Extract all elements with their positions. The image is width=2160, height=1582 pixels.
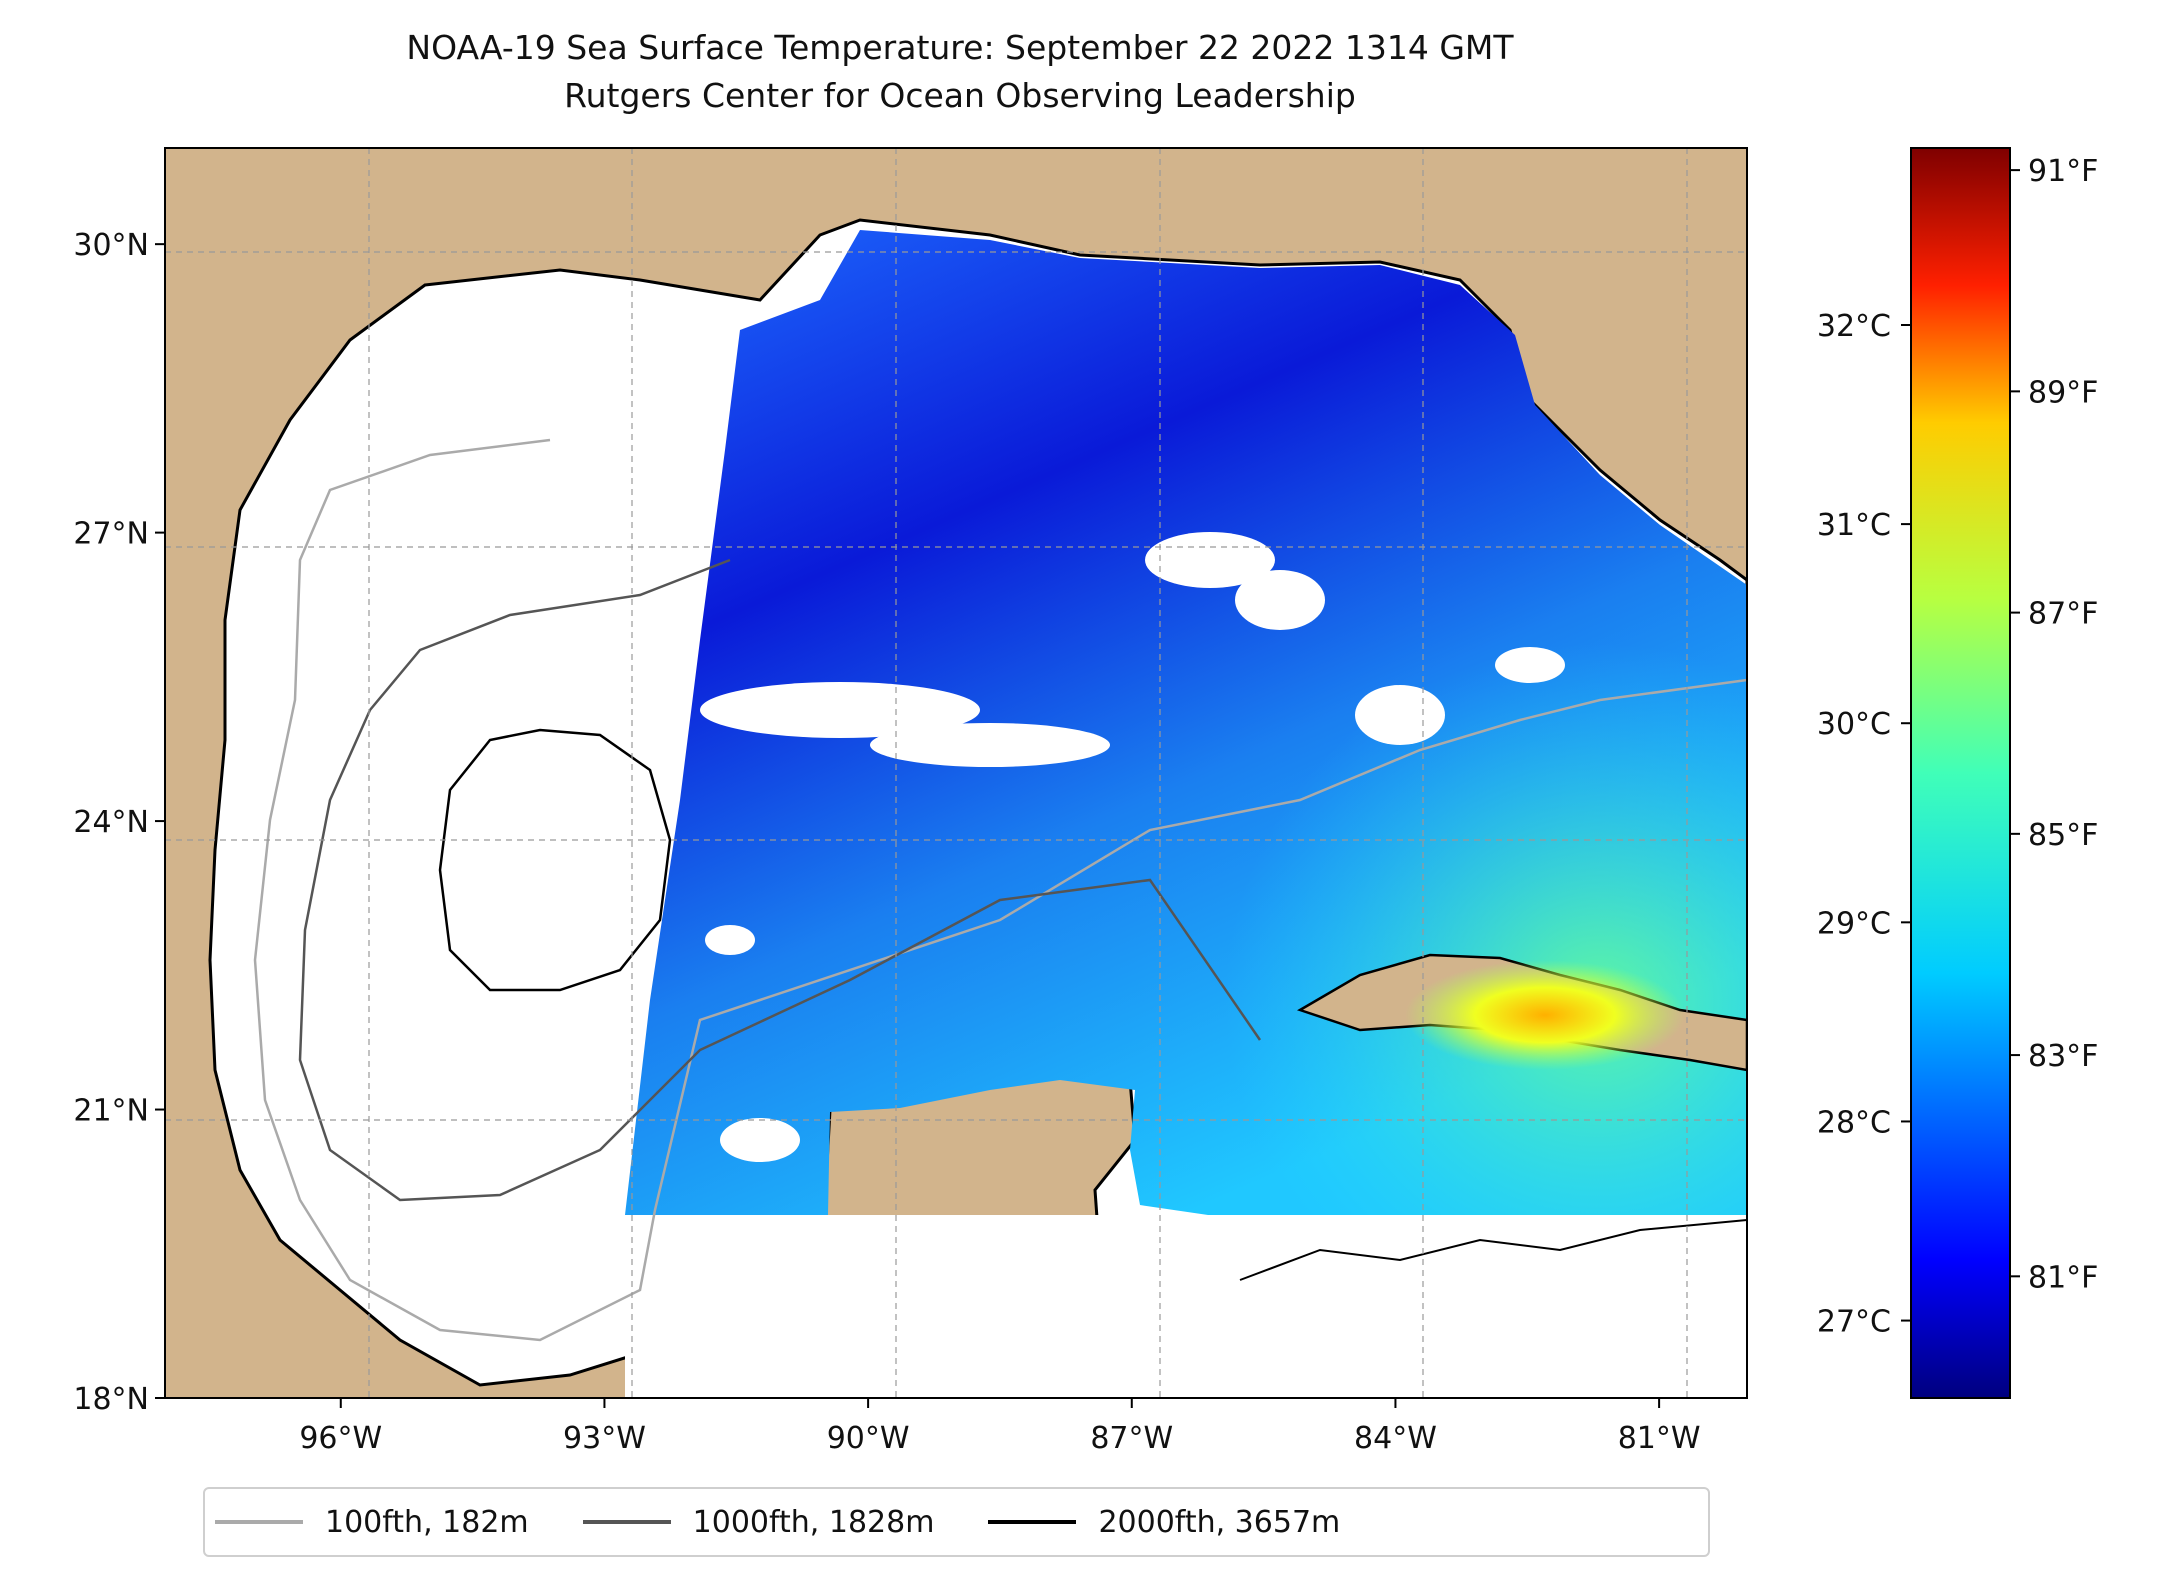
caribbean-no-data <box>1208 1215 1747 1398</box>
colorbar <box>1910 147 2011 1399</box>
lat-axis-ticks: 18°N 21°N 24°N 27°N 30°N <box>73 228 165 1417</box>
colorbar-f-tick-label: 91°F <box>2028 154 2098 189</box>
legend-label: 2000fth, 3657m <box>1098 1504 1341 1540</box>
legend-line-swatch <box>215 1520 303 1524</box>
map-frame <box>164 147 1748 1399</box>
isobath-legend: 100fth, 182m 1000fth, 1828m 2000fth, 3657m <box>203 1487 1710 1557</box>
lat-tick-label: 27°N <box>73 517 149 552</box>
cloud-masks <box>700 532 1565 1162</box>
colorbar-c-ticks: 27°C 28°C 29°C 30°C 31°C 32°C <box>1817 309 1911 1340</box>
legend-item: 1000fth, 1828m <box>582 1504 935 1540</box>
southern-no-data <box>625 1215 1210 1398</box>
lon-tick-label: 90°W <box>827 1421 910 1456</box>
lon-tick-label: 96°W <box>299 1421 382 1456</box>
legend-label: 100fth, 182m <box>325 1504 529 1540</box>
map-subtitle: Rutgers Center for Ocean Observing Leade… <box>564 76 1356 115</box>
colorbar-c-tick-label: 28°C <box>1817 1105 1891 1140</box>
legend-item: 2000fth, 3657m <box>988 1505 1340 1540</box>
colorbar-c-tick-label: 30°C <box>1817 707 1891 742</box>
lon-tick-label: 93°W <box>563 1421 646 1456</box>
lat-tick-label: 30°N <box>73 228 149 263</box>
colorbar-c-tick-label: 29°C <box>1817 906 1891 941</box>
colorbar-f-tick-label: 83°F <box>2028 1039 2098 1074</box>
colorbar-c-tick-label: 31°C <box>1817 508 1891 543</box>
isobath-caribbean <box>1239 1219 1747 1281</box>
legend-label: 1000fth, 1828m <box>692 1504 935 1540</box>
warm-water-hotspot <box>1405 960 1685 1070</box>
lon-tick-label: 81°W <box>1618 1421 1701 1456</box>
lat-tick-label: 18°N <box>73 1382 149 1417</box>
colorbar-f-tick-label: 85°F <box>2028 818 2098 853</box>
map-title: NOAA-19 Sea Surface Temperature: Septemb… <box>406 28 1514 67</box>
colorbar-c-tick-label: 27°C <box>1817 1305 1891 1340</box>
lon-axis-ticks: 96°W 93°W 90°W 87°W 84°W 81°W <box>299 1398 1701 1456</box>
isobath-2000fth <box>438 728 672 992</box>
isobath-1000fth <box>298 558 1262 1202</box>
lat-tick-label: 21°N <box>73 1094 149 1129</box>
legend-line-swatch <box>582 1520 671 1524</box>
lat-tick-label: 24°N <box>73 805 149 840</box>
legend-item: 100fth, 182m <box>215 1505 529 1540</box>
colorbar-f-tick-label: 87°F <box>2028 597 2098 632</box>
colorbar-f-tick-label: 81°F <box>2028 1260 2098 1295</box>
colorbar-f-ticks: 81°F 83°F 85°F 87°F 89°F 91°F <box>2010 154 2098 1295</box>
lon-tick-label: 84°W <box>1354 1421 1437 1456</box>
lon-tick-label: 87°W <box>1090 1421 1173 1456</box>
legend-line-swatch <box>988 1520 1077 1524</box>
colorbar-f-tick-label: 89°F <box>2028 375 2098 410</box>
colorbar-c-tick-label: 32°C <box>1817 309 1891 344</box>
isobath-100fth <box>253 438 1747 1342</box>
